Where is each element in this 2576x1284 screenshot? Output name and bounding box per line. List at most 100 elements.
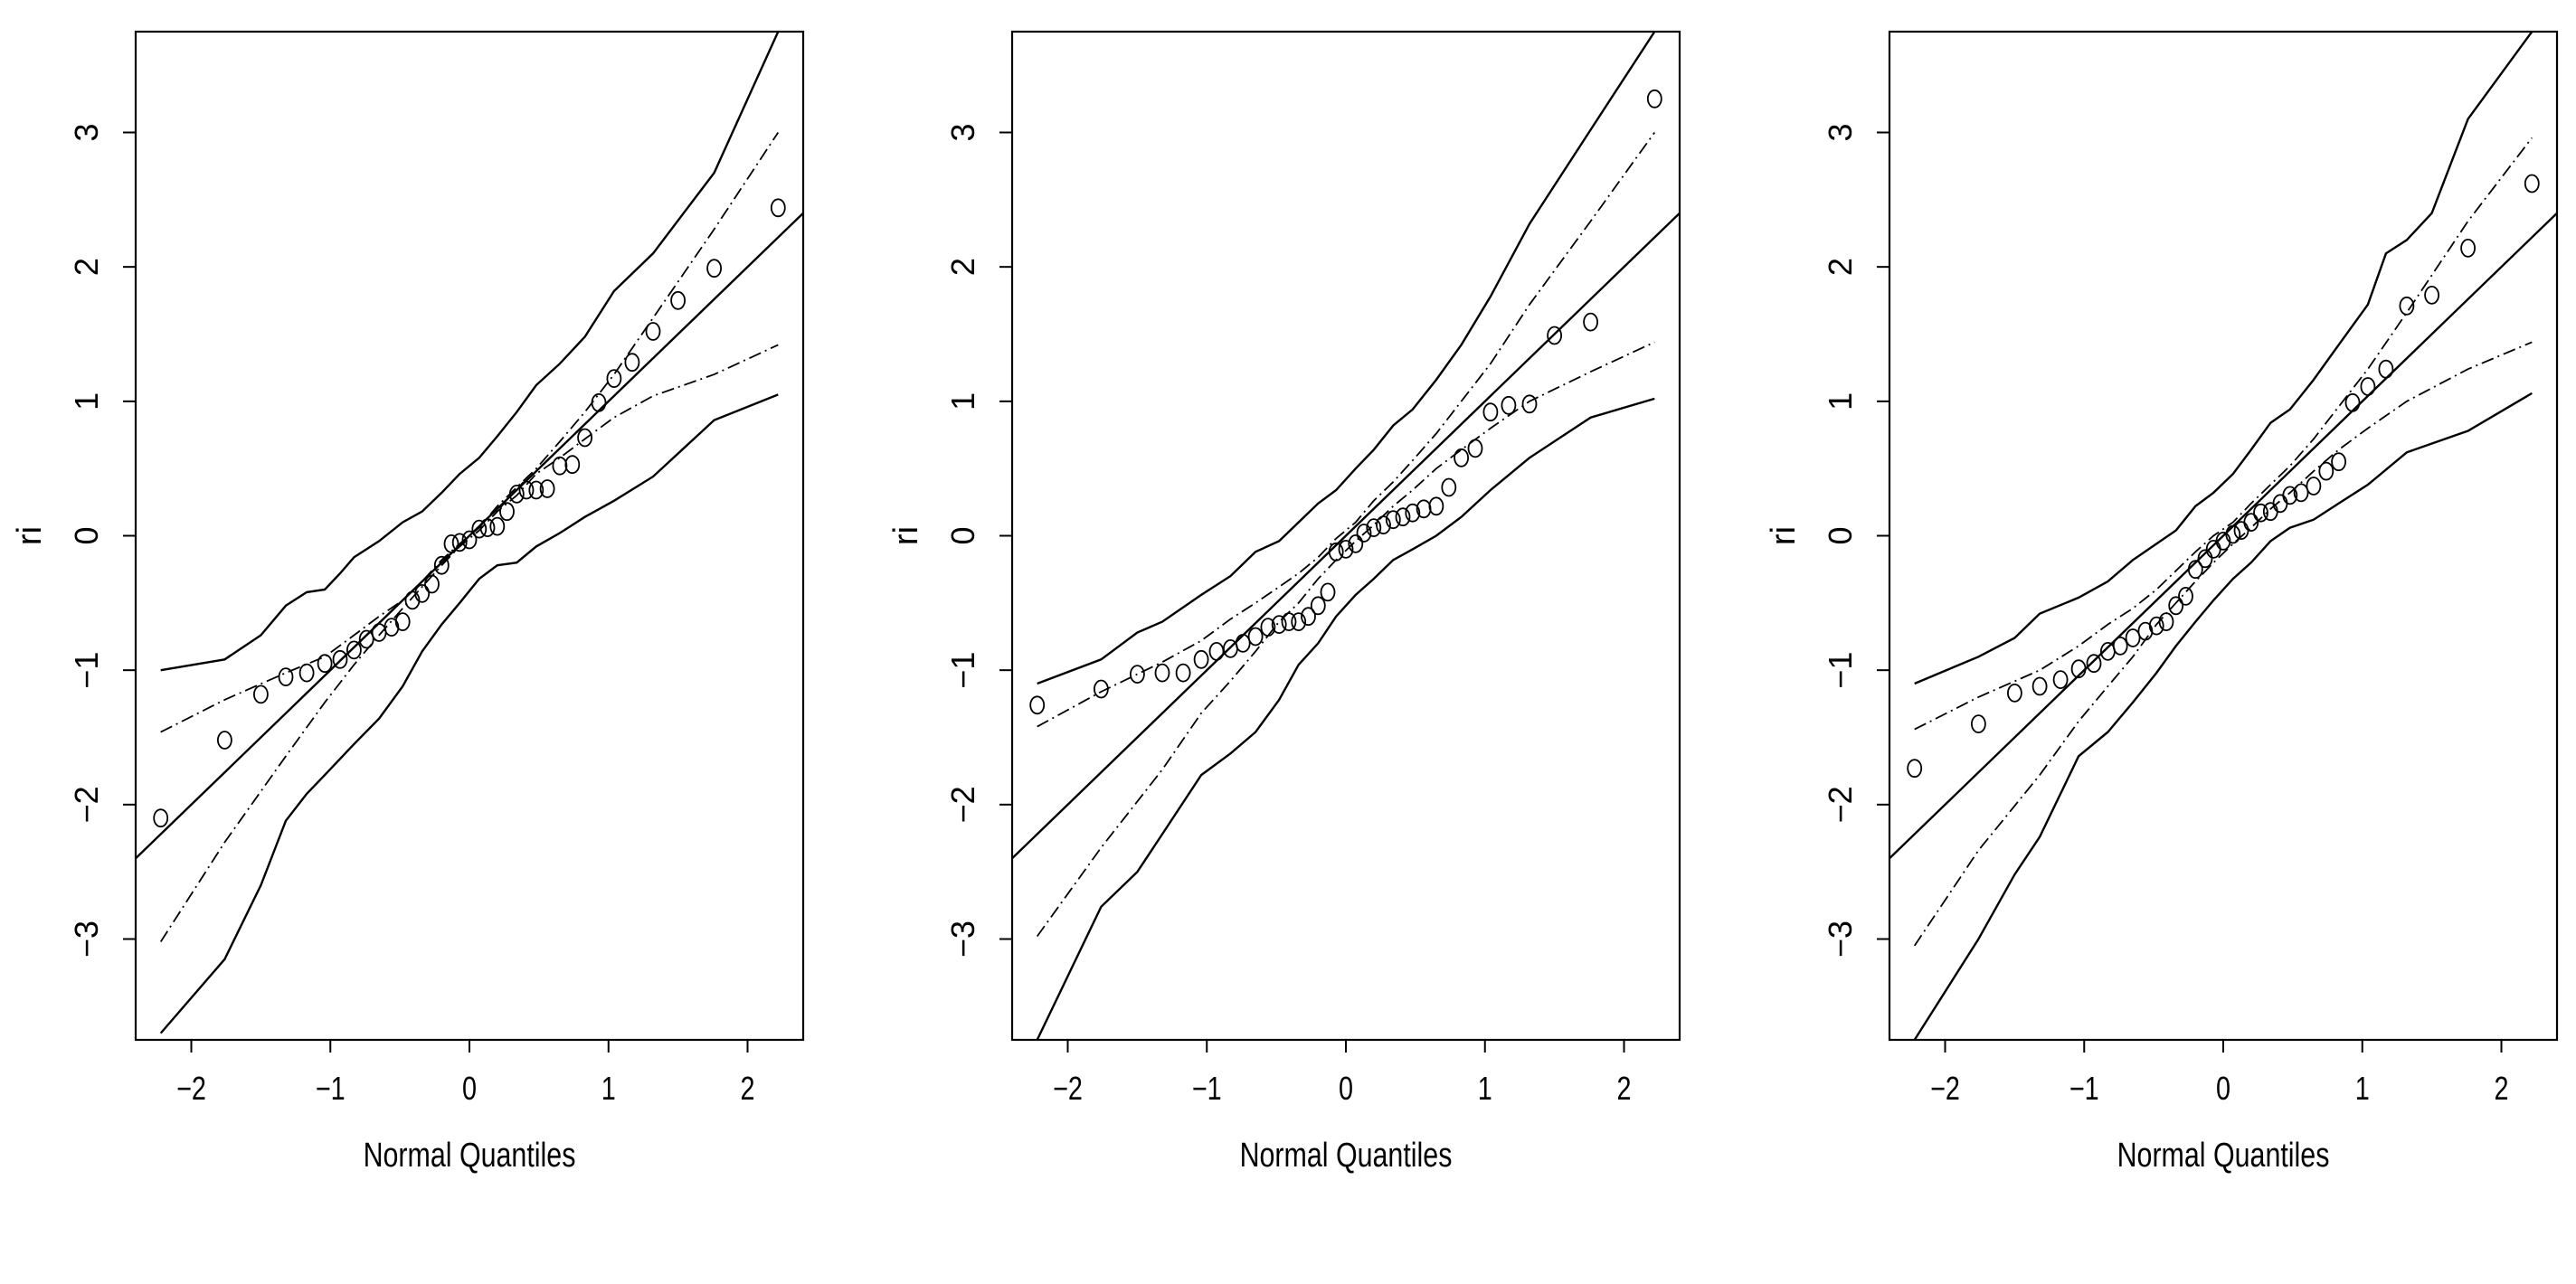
data-point [2524, 174, 2540, 194]
x-tick-label: 2 [1616, 1070, 1631, 1107]
data-point [2424, 285, 2440, 305]
y-tick-label: −3 [68, 921, 105, 958]
x-tick-label: 2 [2494, 1070, 2508, 1107]
data-point [591, 392, 607, 412]
plot-area [136, 32, 803, 1034]
data-point [433, 555, 450, 575]
y-tick-label: 3 [944, 123, 981, 141]
data-point [539, 479, 555, 498]
data-point [404, 590, 421, 610]
data-point [346, 640, 362, 660]
data-point [1235, 634, 1251, 653]
panel-2: −2 −1 0 1 2 −3 −2 −1 0 1 2 3 Normal Quantiles ri [887, 30, 1681, 1175]
data-point [1328, 542, 1344, 562]
data-point [1405, 503, 1421, 523]
y-tick-label: −3 [944, 921, 981, 958]
data-point [332, 649, 348, 669]
data-point [528, 480, 545, 500]
data-point [2306, 477, 2322, 496]
data-point [706, 259, 722, 279]
reference-line [136, 212, 803, 860]
x-tick-label: 0 [1339, 1070, 1353, 1107]
x-tick-label: 1 [2355, 1070, 2370, 1107]
data-point [2178, 587, 2193, 606]
data-point [1482, 402, 1499, 422]
data-point [424, 574, 440, 594]
data-point [1454, 448, 1469, 467]
y-tick-label: 1 [68, 392, 105, 411]
data-point [2331, 452, 2347, 472]
data-point [2360, 377, 2376, 396]
panel-1: −2 −1 0 1 2 −3 −2 −1 0 1 2 3 Normal Quantiles ri [11, 30, 805, 1175]
data-point [317, 654, 333, 674]
y-tick-label: −1 [944, 652, 981, 689]
data-point [394, 612, 411, 631]
x-axis-title: Normal Quantiles [1240, 1137, 1453, 1175]
data-point [2086, 654, 2102, 674]
y-tick-label: −3 [1822, 921, 1859, 958]
data-point [1301, 607, 1316, 627]
data-point [1970, 714, 1986, 733]
x-tick-label: 0 [2216, 1070, 2230, 1107]
data-point [216, 731, 232, 750]
data-point [2399, 296, 2415, 316]
data-point [1907, 759, 1923, 779]
data-point [252, 684, 269, 704]
x-tick-label: −2 [1053, 1070, 1083, 1107]
data-point [1366, 518, 1382, 537]
data-point [1271, 615, 1287, 634]
data-point [2293, 483, 2309, 503]
y-tick-label: −2 [944, 786, 981, 823]
data-point [371, 623, 387, 642]
plot-area [1012, 32, 1680, 1040]
y-tick-label: 0 [68, 526, 105, 544]
data-point [2052, 670, 2069, 689]
data-point [1320, 582, 1336, 602]
y-tick-label: 3 [1822, 123, 1859, 141]
y-tick-label: 1 [944, 392, 981, 411]
plot-area [1889, 32, 2557, 1040]
data-point [606, 369, 622, 389]
envelope-inner-lower [159, 344, 779, 942]
data-point [298, 663, 315, 683]
data-point [1376, 515, 1391, 534]
data-point [670, 290, 686, 310]
data-point [358, 629, 374, 649]
x-tick-label: 1 [1478, 1070, 1492, 1107]
data-point [1441, 477, 1457, 497]
data-point [461, 530, 478, 550]
data-point [624, 353, 640, 373]
data-point [1547, 326, 1562, 345]
data-point [1193, 649, 1209, 669]
data-point [1385, 510, 1401, 530]
data-point [1208, 642, 1225, 661]
y-axis-title: ri [11, 526, 49, 545]
data-point [1501, 395, 1517, 415]
data-point [2378, 359, 2394, 379]
data-point [2070, 659, 2087, 679]
data-point [1130, 665, 1145, 684]
data-point [479, 518, 496, 537]
y-tick-label: −2 [68, 786, 105, 823]
data-point [1348, 534, 1364, 553]
y-tick-label: 0 [1822, 526, 1859, 544]
data-point [2282, 486, 2298, 505]
y-tick-label: 2 [1822, 258, 1859, 276]
data-point [1583, 312, 1598, 332]
y-tick-label: 1 [1822, 392, 1859, 411]
x-axis-title: Normal Quantiles [2117, 1137, 2330, 1175]
y-tick-label: −1 [1822, 652, 1859, 689]
y-tick-label: −1 [68, 652, 105, 689]
data-point [577, 428, 592, 448]
x-axis-title: Normal Quantiles [364, 1137, 576, 1175]
y-tick-label: 0 [944, 526, 981, 544]
data-point [1310, 596, 1326, 616]
data-point [414, 584, 431, 603]
y-tick-label: −2 [1822, 786, 1859, 823]
data-point [1356, 524, 1372, 543]
data-point [2112, 637, 2128, 656]
y-tick-label: 3 [68, 123, 105, 141]
x-tick-label: −2 [176, 1070, 206, 1107]
x-tick-label: 2 [740, 1070, 754, 1107]
